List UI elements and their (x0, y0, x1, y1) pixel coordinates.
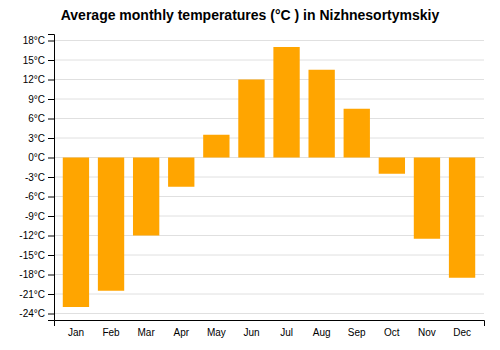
tick: -21°C (19, 289, 54, 300)
tick: -12°C (19, 230, 54, 241)
title: Average monthly temperatures (°C ) in Ni… (61, 7, 440, 23)
bar (344, 109, 370, 158)
tick: May (207, 327, 226, 338)
tick: Jul (280, 327, 293, 338)
tick-label: Apr (173, 327, 189, 338)
tick-mark (48, 158, 54, 159)
tick-label: Aug (313, 327, 331, 338)
tick: Jun (243, 327, 259, 338)
tick-mark (48, 138, 54, 139)
bar (203, 135, 229, 158)
grid-line (54, 294, 484, 295)
grid (54, 41, 484, 314)
tick-label: -6°C (25, 191, 45, 202)
tick: Aug (313, 327, 331, 338)
tick: Mar (138, 327, 156, 338)
bar (63, 158, 89, 308)
bar (379, 158, 405, 174)
tick: 18°C (23, 35, 54, 46)
tick-label: -3°C (25, 172, 45, 183)
tick: 3°C (28, 133, 54, 144)
y-axis: -24°C -21°C -18°C -15°C -12°C -9°C -6°C -3°C 0°C… (19, 35, 54, 321)
chart: -24°C -21°C -18°C -15°C -12°C -9°C -6°C -3°C 0°C… (0, 0, 500, 350)
tick: -3°C (25, 172, 54, 183)
tick-mark (48, 216, 54, 217)
tick-mark (48, 80, 54, 81)
tick: Nov (418, 327, 436, 338)
grid-line (54, 79, 484, 80)
tick: -9°C (25, 211, 54, 222)
tick-label: Sep (348, 327, 366, 338)
tick-label: 18°C (23, 35, 45, 46)
tick: -15°C (19, 250, 54, 261)
tick-mark (48, 177, 54, 178)
tick-mark (48, 275, 54, 276)
bar (308, 70, 334, 158)
tick-label: Jul (280, 327, 293, 338)
grid-line (54, 40, 484, 41)
tick-label: 0°C (28, 152, 45, 163)
bar (238, 80, 264, 158)
tick-label: Mar (138, 327, 156, 338)
bar (98, 158, 124, 291)
tick-label: Oct (384, 327, 400, 338)
bar (414, 158, 440, 239)
grid-line (54, 60, 484, 61)
tick-label: -18°C (19, 269, 45, 280)
tick-mark (48, 119, 54, 120)
tick-label: -15°C (19, 250, 45, 261)
tick: 9°C (28, 94, 54, 105)
tick: -6°C (25, 191, 54, 202)
tick-mark (48, 314, 54, 315)
tick-label: -12°C (19, 230, 45, 241)
plot: -24°C -21°C -18°C -15°C -12°C -9°C -6°C -3°C 0°C… (19, 35, 484, 339)
bar (449, 158, 475, 278)
tick-label: Dec (453, 327, 471, 338)
tick: Feb (102, 327, 120, 338)
tick: Oct (384, 327, 400, 338)
tick-label: Feb (102, 327, 120, 338)
tick: Sep (348, 327, 366, 338)
tick: 12°C (23, 74, 54, 85)
bar (168, 158, 194, 187)
tick-mark (48, 41, 54, 42)
tick-label: May (207, 327, 226, 338)
tick-label: 9°C (28, 94, 45, 105)
axis-line (48, 35, 55, 321)
tick: Apr (173, 327, 189, 338)
grid-line (54, 313, 484, 314)
tick-label: -21°C (19, 289, 45, 300)
tick-mark (48, 197, 54, 198)
tick-label: 3°C (28, 133, 45, 144)
tick-label: Nov (418, 327, 436, 338)
bar (133, 158, 159, 236)
tick: 15°C (23, 55, 54, 66)
tick: 0°C (28, 152, 54, 163)
tick-mark (48, 60, 54, 61)
tick-label: 6°C (28, 113, 45, 124)
tick-label: -9°C (25, 211, 45, 222)
grid-line (54, 99, 484, 100)
grid-line (54, 138, 484, 139)
tick: Dec (453, 327, 471, 338)
tick-mark (48, 99, 54, 100)
bars (63, 47, 475, 307)
tick-mark (48, 255, 54, 256)
tick-label: -24°C (19, 308, 45, 319)
tick-label: 12°C (23, 74, 45, 85)
tick-mark (48, 294, 54, 295)
axis-line (55, 321, 485, 327)
x-axis: Jan Feb Mar Apr May Jun Jul Aug Sep Oct Nov Dec (55, 321, 485, 339)
tick-mark (48, 236, 54, 237)
tick: -18°C (19, 269, 54, 280)
tick-label: Jan (68, 327, 84, 338)
tick-label: Jun (243, 327, 259, 338)
bar (273, 47, 299, 158)
tick-label: 15°C (23, 55, 45, 66)
tick: 6°C (28, 113, 54, 124)
tick: -24°C (19, 308, 54, 319)
tick: Jan (68, 327, 84, 338)
grid-line (54, 118, 484, 119)
